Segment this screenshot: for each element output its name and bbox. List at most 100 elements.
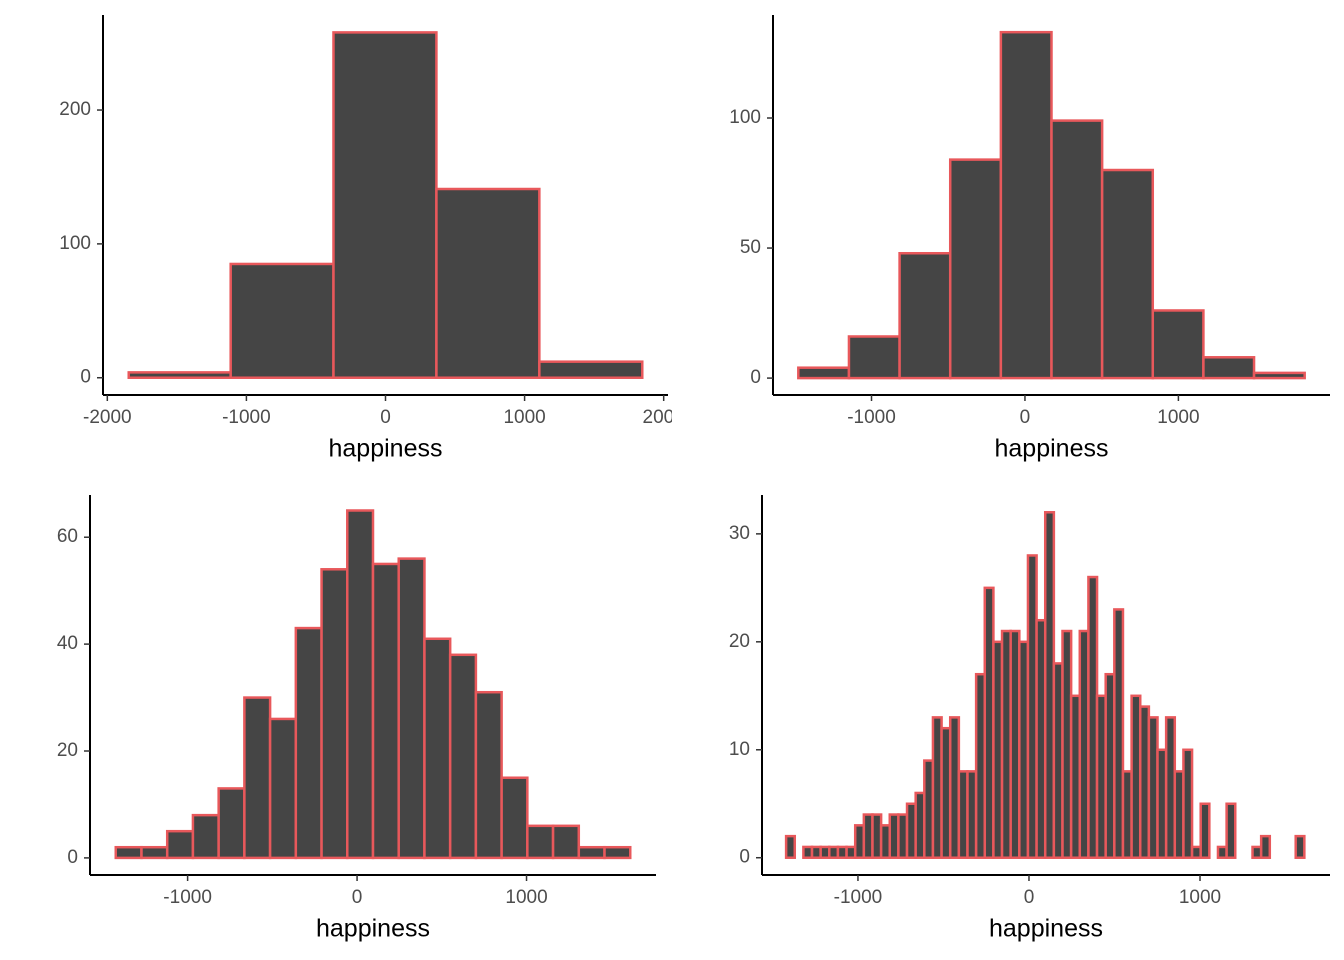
bar [992, 640, 1004, 859]
bar [1259, 834, 1272, 859]
bar [1095, 694, 1107, 859]
x-tick-label: -1000 [834, 887, 883, 908]
x-tick-label: 1000 [1179, 887, 1221, 908]
x-tick-label: -2000 [83, 407, 132, 428]
bar [810, 845, 822, 859]
bar [897, 813, 909, 859]
bar [423, 637, 452, 860]
y-tick-label: 0 [80, 367, 91, 388]
bar [294, 626, 323, 860]
y-tick-label: 60 [57, 526, 78, 547]
bar [931, 716, 943, 859]
y-tick-label: 0 [750, 367, 761, 388]
x-axis-title: happiness [995, 435, 1109, 463]
x-axis-title: happiness [316, 915, 430, 943]
y-tick-label: 20 [57, 740, 78, 761]
bar [871, 813, 883, 859]
bar [332, 31, 438, 379]
y-tick-label: 100 [59, 233, 91, 254]
bar [1026, 554, 1038, 859]
x-tick-label: 1000 [503, 407, 545, 428]
bar [847, 335, 901, 380]
bar [862, 813, 874, 859]
bar [966, 770, 978, 859]
bar [905, 802, 917, 859]
x-axis-title: happiness [329, 435, 443, 463]
bar [1078, 629, 1090, 859]
bar [879, 824, 892, 859]
x-tick-label: -1000 [163, 887, 212, 908]
bar [1009, 629, 1021, 859]
bar [948, 158, 1003, 380]
bar [1061, 629, 1073, 859]
bar [853, 824, 866, 859]
bar [1104, 672, 1116, 859]
panel: 0 10 20 30 -1000 0 1000 happiness [729, 495, 1330, 943]
bar [1251, 845, 1263, 859]
bar [1173, 770, 1185, 859]
bar [914, 791, 926, 859]
bar [957, 770, 969, 859]
bar [500, 776, 529, 860]
bar [268, 717, 298, 860]
bar [217, 787, 246, 860]
y-tick-label: 200 [59, 99, 91, 120]
x-tick-label: -1000 [222, 407, 271, 428]
y-tick-label: 20 [729, 631, 750, 652]
bar [1121, 770, 1133, 859]
y-tick-label: 40 [57, 633, 78, 654]
bar [165, 829, 195, 860]
bar [983, 586, 995, 859]
panel: 0 100 200 -2000 -1000 0 1000 2000 happiness [59, 15, 685, 463]
bar [836, 845, 848, 859]
bar [948, 716, 961, 859]
panel: 0 50 100 -1000 0 1000 happiness [729, 15, 1330, 463]
bar [1182, 748, 1194, 859]
y-tick-label: 0 [739, 847, 750, 868]
bar [1000, 629, 1012, 859]
x-tick-label: -1000 [847, 407, 896, 428]
bar [1294, 834, 1306, 859]
bar [371, 562, 400, 860]
bar [551, 824, 581, 860]
x-tick-label: 0 [1020, 407, 1031, 428]
bar [243, 696, 272, 860]
bar [1018, 640, 1030, 859]
bar [940, 726, 952, 859]
panel: 0 20 40 60 -1000 0 1000 happiness [57, 495, 656, 943]
bar [1043, 511, 1056, 859]
bar [1138, 705, 1151, 859]
bar [346, 509, 375, 860]
bar [448, 653, 478, 860]
bar [526, 824, 555, 860]
x-tick-label: 0 [1024, 887, 1035, 908]
bar [1130, 694, 1142, 859]
bar [1151, 309, 1205, 380]
bar [1202, 356, 1256, 380]
bar [397, 557, 426, 860]
y-tick-label: 100 [729, 107, 761, 128]
y-tick-label: 10 [729, 739, 750, 760]
bar [784, 834, 797, 859]
bar [888, 813, 900, 859]
x-axis-title: happiness [989, 915, 1103, 943]
bar [320, 568, 349, 860]
bar [1100, 168, 1155, 380]
bar [229, 262, 335, 379]
x-tick-label: 2000 [643, 407, 685, 428]
bar [802, 845, 814, 859]
x-tick-label: 1000 [1157, 407, 1199, 428]
bar [1147, 716, 1159, 859]
bar [1050, 119, 1104, 380]
x-tick-label: 0 [352, 887, 363, 908]
bar [1087, 575, 1099, 859]
bar [1199, 802, 1211, 859]
bar [1252, 371, 1306, 380]
bar [603, 845, 632, 860]
y-tick-label: 30 [729, 523, 750, 544]
bar [127, 371, 232, 379]
bar [577, 845, 606, 860]
x-tick-label: 0 [380, 407, 391, 428]
